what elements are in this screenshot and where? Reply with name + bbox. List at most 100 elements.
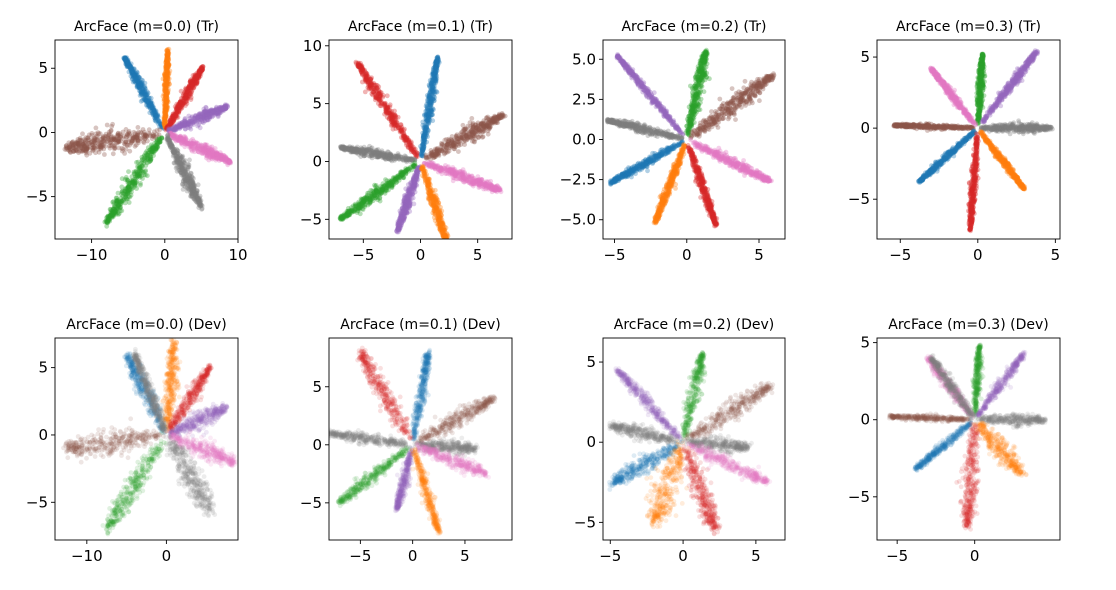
- data-point: [171, 124, 177, 130]
- data-point: [162, 80, 168, 85]
- data-point: [182, 122, 188, 128]
- data-point: [127, 64, 133, 69]
- data-point: [183, 94, 189, 100]
- data-point: [197, 115, 203, 121]
- data-point: [150, 104, 156, 109]
- data-point: [164, 96, 170, 101]
- data-point: [165, 62, 171, 68]
- data-point: [194, 76, 200, 82]
- data-point: [142, 98, 148, 104]
- data-point: [163, 93, 168, 99]
- data-point: [169, 135, 174, 141]
- data-point: [189, 89, 195, 95]
- data-point: [132, 72, 138, 78]
- data-point: [202, 108, 207, 114]
- data-point: [132, 71, 138, 77]
- data-point: [203, 112, 209, 117]
- data-point: [186, 93, 191, 99]
- data-point: [124, 63, 130, 69]
- data-point: [132, 73, 138, 78]
- data-point: [118, 201, 124, 207]
- data-point: [189, 143, 194, 149]
- data-point: [196, 75, 202, 81]
- data-point: [163, 91, 169, 97]
- data-point: [198, 69, 204, 74]
- data-point: [191, 147, 197, 153]
- data-point: [131, 72, 137, 77]
- data-point: [210, 109, 216, 114]
- data-point: [150, 107, 156, 113]
- data-point: [195, 119, 200, 125]
- data-point: [153, 112, 159, 118]
- data-point: [138, 88, 143, 94]
- data-point: [124, 61, 129, 67]
- data-point: [163, 114, 169, 119]
- data-point: [210, 152, 216, 157]
- data-point: [223, 106, 228, 112]
- data-point: [193, 112, 199, 118]
- data-point: [188, 80, 194, 86]
- data-point: [191, 80, 197, 86]
- data-point: [162, 122, 168, 128]
- data-point: [195, 73, 201, 79]
- data-point: [166, 76, 172, 82]
- data-point: [142, 80, 148, 86]
- data-point: [183, 134, 188, 140]
- data-point: [221, 106, 227, 112]
- data-point: [174, 126, 180, 131]
- data-point: [210, 107, 215, 113]
- data-point: [196, 67, 202, 73]
- data-point: [181, 96, 187, 101]
- data-point: [194, 79, 200, 85]
- data-point: [162, 82, 168, 88]
- data-point: [182, 93, 188, 98]
- data-point: [136, 83, 141, 89]
- data-point: [144, 92, 150, 98]
- data-point: [164, 67, 170, 72]
- data-point: [164, 75, 170, 81]
- data-point: [166, 62, 172, 67]
- data-point: [165, 61, 170, 66]
- data-point: [174, 109, 180, 115]
- data-point: [164, 83, 170, 89]
- data-point: [132, 73, 137, 79]
- data-point: [223, 104, 229, 110]
- data-point: [178, 135, 183, 141]
- data-point: [165, 81, 171, 87]
- data-point: [189, 80, 195, 86]
- data-point: [221, 105, 226, 111]
- data-point: [170, 127, 175, 132]
- data-point: [191, 79, 196, 85]
- data-point: [188, 81, 194, 86]
- data-point: [195, 118, 201, 123]
- data-point: [220, 105, 226, 111]
- data-point: [192, 190, 198, 195]
- data-point: [188, 123, 194, 129]
- data-point: [135, 81, 141, 87]
- data-point: [162, 102, 168, 108]
- data-point: [469, 116, 475, 121]
- series-class-pink: [167, 130, 234, 168]
- data-point: [145, 100, 151, 106]
- data-point: [162, 120, 168, 126]
- data-point: [161, 91, 167, 97]
- data-point: [130, 70, 135, 76]
- data-point: [151, 108, 157, 114]
- data-point: [182, 116, 188, 121]
- data-point: [165, 50, 171, 56]
- data-point: [162, 116, 168, 122]
- data-point: [132, 73, 138, 79]
- data-point: [223, 105, 229, 111]
- data-point: [163, 64, 169, 70]
- data-point: [162, 124, 168, 130]
- data-point: [171, 118, 176, 124]
- data-point: [148, 105, 154, 111]
- data-point: [167, 118, 173, 123]
- data-point: [184, 89, 190, 95]
- data-point: [188, 119, 194, 125]
- data-point: [190, 81, 196, 87]
- data-point: [173, 127, 179, 133]
- data-point: [211, 108, 217, 114]
- data-point: [150, 110, 156, 116]
- data-point: [163, 65, 169, 71]
